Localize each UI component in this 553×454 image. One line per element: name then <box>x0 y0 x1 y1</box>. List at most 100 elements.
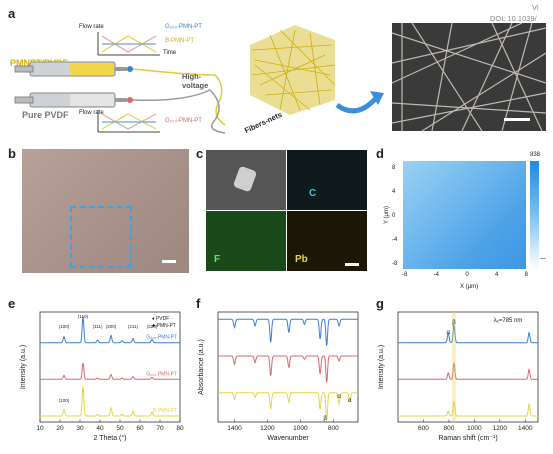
x-tick-label: 70 <box>156 425 164 432</box>
panel-d-xlabel: X (μm) <box>460 284 479 290</box>
time-label: Time <box>163 50 177 56</box>
scale-bar <box>504 118 530 121</box>
series-line <box>218 318 358 347</box>
x-tick-label: 800 <box>328 425 339 432</box>
x-tick-label: 30 <box>76 425 84 432</box>
plot-frame <box>397 311 539 423</box>
xtick: -8 <box>402 272 408 278</box>
ytick: -8 <box>392 261 398 267</box>
ytick: 0 <box>392 213 396 219</box>
x-tick-label: 1400 <box>518 425 533 432</box>
edx-map-f: F <box>206 211 286 271</box>
series-label: G₂₀₀-PMN-PT <box>146 335 177 341</box>
series-line <box>218 392 358 422</box>
panel-c-label: c <box>196 146 204 161</box>
ytick: -4 <box>392 237 398 243</box>
flow-chart-bottom <box>97 110 160 133</box>
panel-d-label: d <box>376 146 384 161</box>
curved-arrow-icon <box>335 91 384 114</box>
scale-bar <box>162 260 176 263</box>
legend-entry: ♣ PMN-PT <box>152 323 176 329</box>
colorbar-min: — <box>540 256 546 262</box>
panel-d-ylabel: Y (μm) <box>384 205 391 225</box>
raman-chart: 600 800 1000 1200 1400 Raman shift (cm⁻¹) Inte… <box>378 311 539 442</box>
series-label: B-PMN-PT <box>153 408 177 414</box>
edx-map-pb: Pb <box>287 211 367 271</box>
x-axis-label: Raman shift (cm⁻¹) <box>438 435 497 442</box>
y-axis-label: Intensity (a.u.) <box>20 345 27 389</box>
colorbar <box>530 161 539 269</box>
series-line <box>40 362 180 380</box>
element-label-pb: Pb <box>295 254 308 265</box>
flow-rate-label-bottom: Flow rate <box>79 110 104 116</box>
series-line <box>398 324 538 344</box>
series-line <box>398 401 538 417</box>
panel-e-label: e <box>8 296 16 311</box>
y-axis-label: Intensity (a.u.) <box>378 345 385 389</box>
plot-frame <box>217 311 359 423</box>
series-line <box>398 362 538 380</box>
panel-b-label: b <box>8 146 16 161</box>
x-tick-label: 60 <box>136 425 144 432</box>
flow-rate-label-top: Flow rate <box>79 24 104 30</box>
peak-label: (100) <box>59 324 70 329</box>
fiber-net-cube <box>250 25 336 115</box>
x-tick-label: 1000 <box>293 425 308 432</box>
legend-top-2: B-PMN-PT <box>165 38 194 44</box>
band-annotation: α <box>337 394 341 400</box>
x-tick-label: 1200 <box>260 425 275 432</box>
x-tick-label: 1400 <box>227 425 242 432</box>
x-tick-label: 600 <box>418 425 429 432</box>
ytick: 8 <box>392 165 396 171</box>
x-axis-label: Wavenumber <box>267 435 309 442</box>
x-axis-label: 2 Theta (°) <box>93 434 126 442</box>
series-line <box>218 355 358 384</box>
peak-label: (200) <box>106 324 117 329</box>
x-tick-label: 50 <box>116 425 124 432</box>
panel-f-label: f <box>196 296 201 311</box>
x-tick-label: 20 <box>56 425 64 432</box>
peak-label-alpha: α <box>447 330 451 336</box>
panel-d-xticks: -8 -4 0 4 8 <box>402 272 528 278</box>
selection-box <box>70 206 132 268</box>
xtick: 0 <box>465 272 469 278</box>
xtick: 4 <box>494 272 499 278</box>
peak-label: (111) <box>93 324 103 329</box>
sem-particle-image <box>206 150 286 210</box>
x-tick-label: 1000 <box>467 425 482 432</box>
doi-text: DOI: 10.1039/ <box>490 14 537 23</box>
legend-entry: ♦ PVDF <box>152 316 169 322</box>
scale-bar <box>345 263 359 266</box>
series-line <box>40 316 180 344</box>
band-annotation: α <box>348 398 352 404</box>
panel-a-label: a <box>8 6 16 21</box>
x-tick-label: 40 <box>96 425 104 432</box>
y-axis-label: Absorbance (a.u.) <box>198 339 205 395</box>
element-label-c: C <box>309 188 317 199</box>
electrospinning-schematic <box>14 32 226 134</box>
peak-label: (211) <box>128 324 139 329</box>
ytick: 4 <box>392 189 396 195</box>
x-tick-label: 800 <box>443 425 454 432</box>
pure-pvdf-label: Pure PVDF <box>22 110 69 120</box>
series-label: G₂₀₀-PMN-PT <box>146 371 177 377</box>
plot-frame <box>39 311 181 423</box>
sem-fiber-image <box>392 23 546 131</box>
x-tick-label: 80 <box>176 425 184 432</box>
panel-d-yticks: 8 4 0 -4 -8 <box>392 165 397 267</box>
legend-bottom: G₂₀₀-PMN-PT <box>165 118 202 124</box>
corner-text-vi: Vi <box>532 3 539 12</box>
panel-g-label: g <box>376 296 384 311</box>
colorbar-max: 838 <box>530 152 541 158</box>
raman-map-heatmap <box>403 161 526 269</box>
xtick: 8 <box>524 272 528 278</box>
optical-image <box>22 149 189 273</box>
xrd-chart: 10 20 30 40 50 60 70 80 2 Theta (°) Intensity (a.… <box>20 311 184 442</box>
highlight-band <box>452 312 456 422</box>
series-line <box>40 386 180 417</box>
legend-top-1: G₂₀₀-PMN-PT <box>165 24 202 30</box>
x-tick-label: 10 <box>36 425 44 432</box>
laser-annotation: λₑ=785 nm <box>494 318 523 324</box>
high-voltage-label: High- voltage <box>182 72 209 90</box>
xtick: -4 <box>433 272 439 278</box>
